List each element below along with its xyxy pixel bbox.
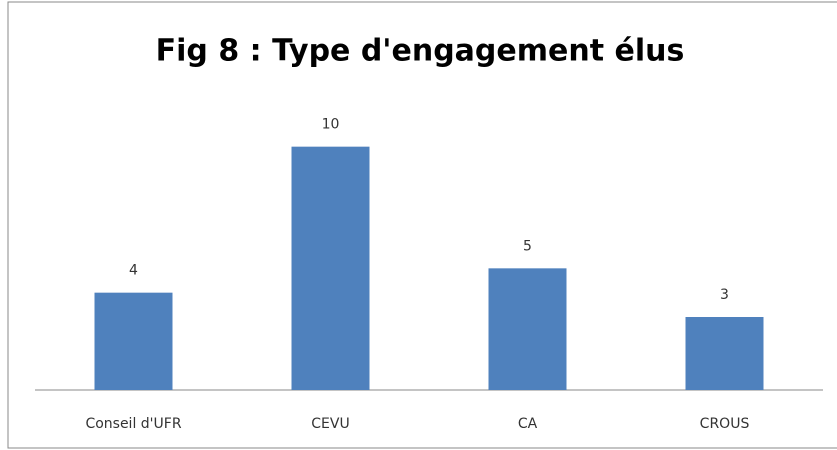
- x-tick-label: Conseil d'UFR: [85, 416, 181, 432]
- bar: [685, 317, 764, 390]
- x-tick-label: CA: [518, 416, 538, 432]
- x-tick-label: CEVU: [311, 416, 349, 432]
- data-label: 5: [523, 238, 532, 254]
- data-label: 4: [129, 263, 138, 279]
- data-label: 3: [720, 287, 729, 303]
- x-tick-label: CROUS: [700, 416, 750, 432]
- bar: [94, 292, 173, 390]
- chart-title: Fig 8 : Type d'engagement élus: [156, 34, 685, 69]
- bar: [488, 268, 567, 390]
- bar: [291, 146, 370, 390]
- data-label: 10: [322, 117, 340, 133]
